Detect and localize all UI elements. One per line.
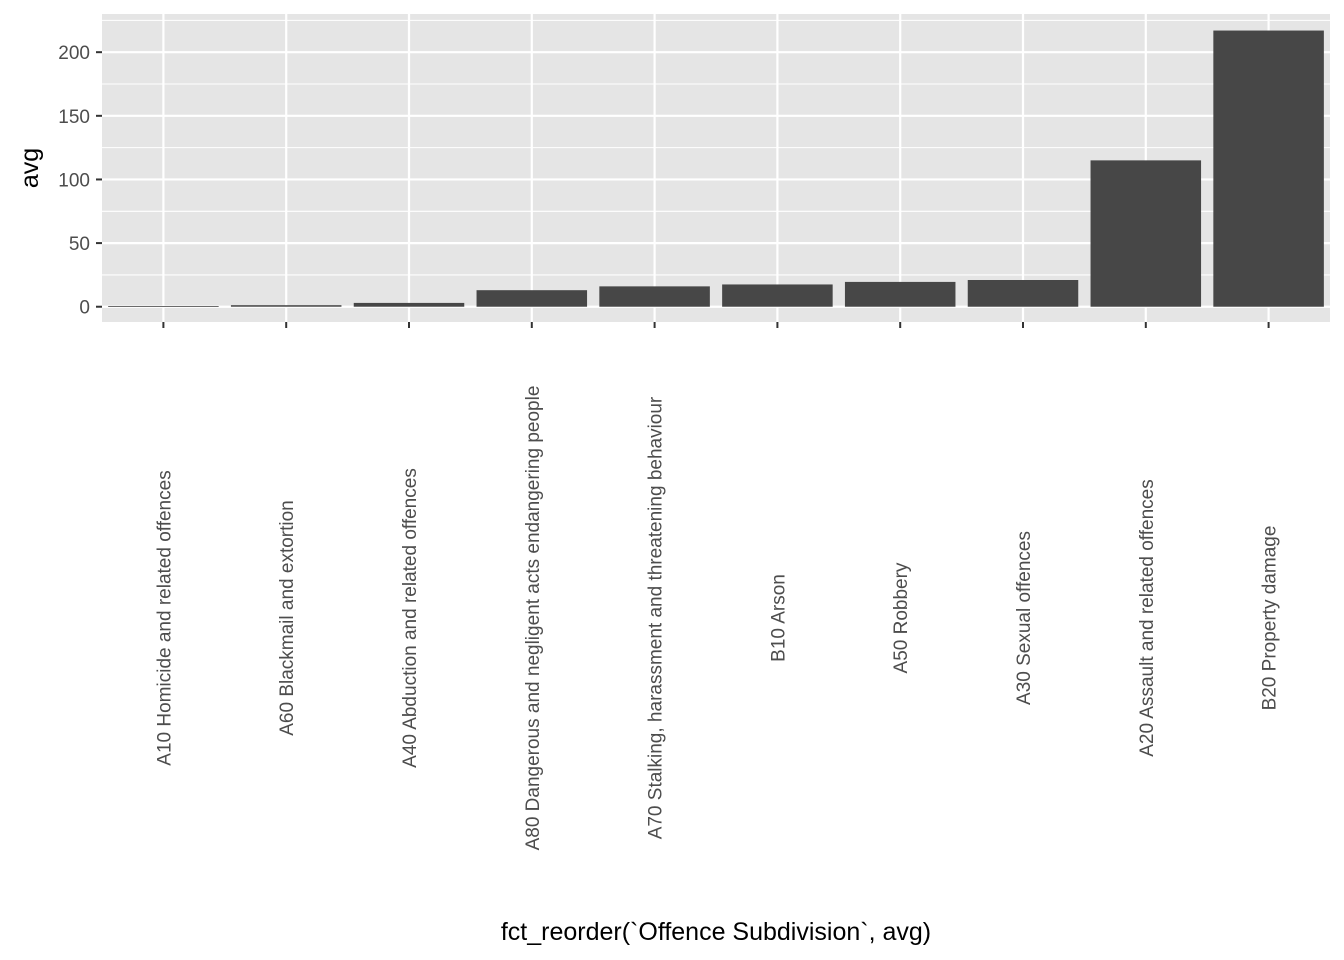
bar xyxy=(844,281,956,307)
y-tick-label: 50 xyxy=(69,234,90,255)
x-tick-label: A60 Blackmail and extortion xyxy=(277,500,298,736)
bar xyxy=(722,284,833,307)
bar xyxy=(1090,160,1202,307)
x-tick-label: A80 Dangerous and negligent acts endange… xyxy=(523,386,544,851)
x-axis-title: fct_reorder(`Offence Subdivision`, avg) xyxy=(501,918,931,946)
x-tick-label: A70 Stalking, harassment and threatening… xyxy=(646,396,667,839)
x-tick-label: A40 Abduction and related offences xyxy=(400,468,421,768)
y-tick-label: 100 xyxy=(58,170,90,191)
x-tick-label: A10 Homicide and related offences xyxy=(154,470,175,765)
bar xyxy=(967,280,1079,307)
bar xyxy=(230,305,342,307)
bar xyxy=(1213,30,1324,307)
x-tick-label: A50 Robbery xyxy=(891,562,912,673)
bar xyxy=(108,306,219,307)
y-tick-label: 200 xyxy=(58,43,90,64)
x-tick-label: A20 Assault and related offences xyxy=(1137,479,1158,756)
y-tick-label: 0 xyxy=(79,298,90,319)
x-tick-label: B10 Arson xyxy=(768,574,789,662)
bars xyxy=(108,30,1324,307)
x-tick-label: B20 Property damage xyxy=(1260,526,1281,711)
x-tick-label: A30 Sexual offences xyxy=(1014,531,1035,705)
bar xyxy=(476,290,588,307)
bar xyxy=(599,286,710,307)
y-axis-title: avg xyxy=(16,148,44,188)
bar xyxy=(353,302,465,307)
y-axis: 0 50 100 150 200 xyxy=(58,43,102,319)
x-axis: A10 Homicide and related offences A60 Bla… xyxy=(154,322,1281,851)
y-tick-label: 150 xyxy=(58,107,90,128)
